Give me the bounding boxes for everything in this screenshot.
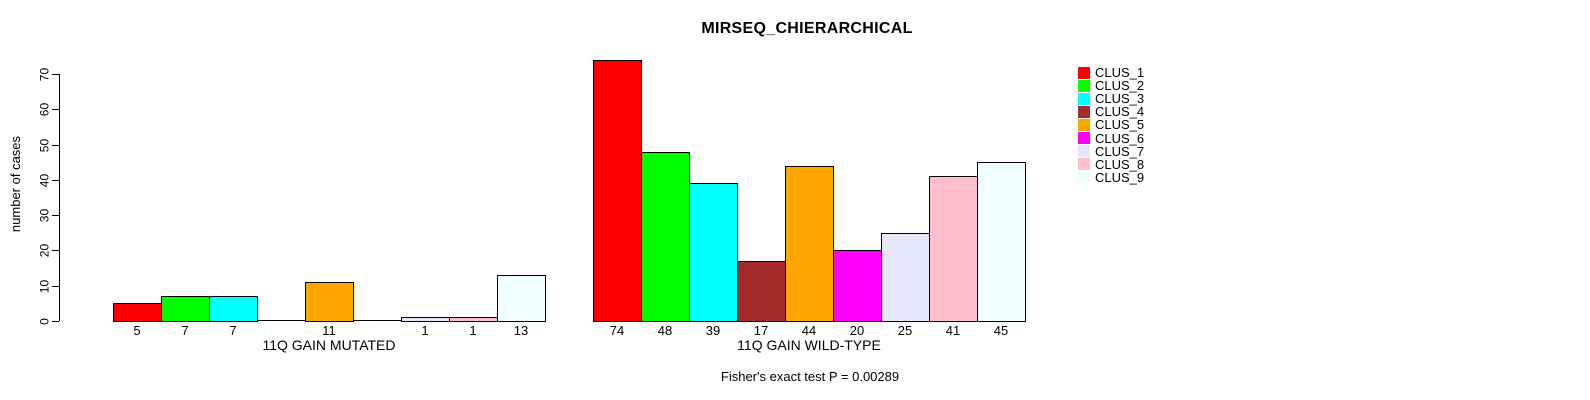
y-tick-label-10: 10 — [37, 279, 52, 294]
legend-swatch-CLUS_4 — [1078, 105, 1090, 118]
bar-value-label-CLUS_5-group1: 11 — [322, 323, 336, 338]
bar-CLUS_6-group1 — [353, 320, 402, 321]
bar-CLUS_5-group2 — [785, 166, 834, 322]
bar-CLUS_4-group1 — [257, 320, 306, 321]
legend-swatch-CLUS_3 — [1078, 92, 1090, 105]
bar-value-label-CLUS_3-group1: 7 — [229, 323, 237, 338]
legend-swatch-CLUS_1 — [1078, 66, 1090, 79]
legend-label-CLUS_7: CLUS_7 — [1095, 143, 1145, 159]
y-tick-20 — [52, 250, 59, 251]
y-tick-label-60: 60 — [37, 102, 52, 117]
legend-label-CLUS_8: CLUS_8 — [1095, 156, 1145, 172]
legend-swatch-CLUS_2 — [1078, 79, 1090, 92]
legend-label-CLUS_4: CLUS_4 — [1095, 104, 1145, 120]
fisher-test-annotation: Fisher's exact test P = 0.00289 — [720, 369, 900, 384]
y-axis-line — [59, 74, 60, 321]
bar-CLUS_3-group1 — [209, 296, 258, 322]
bar-CLUS_5-group1 — [305, 282, 354, 322]
y-tick-label-70: 70 — [37, 67, 52, 82]
y-axis-title: number of cases — [8, 135, 23, 233]
legend-row-CLUS_7: CLUS_7 — [1078, 145, 1144, 158]
legend-swatch-CLUS_6 — [1078, 132, 1090, 145]
bar-CLUS_1-group2 — [593, 60, 642, 322]
legend-row-CLUS_8: CLUS_8 — [1078, 158, 1144, 171]
bar-CLUS_1-group1 — [113, 303, 162, 322]
bar-CLUS_6-group2 — [833, 250, 882, 322]
bar-CLUS_9-group1 — [497, 275, 546, 322]
legend-row-CLUS_3: CLUS_3 — [1078, 92, 1144, 105]
legend-swatch-CLUS_8 — [1078, 158, 1090, 171]
x-axis-label-wild-type: 11Q GAIN WILD-TYPE — [737, 337, 881, 353]
legend-row-CLUS_9: CLUS_9 — [1078, 171, 1144, 184]
legend-label-CLUS_9: CLUS_9 — [1095, 169, 1145, 185]
bar-value-label-CLUS_9-group2: 45 — [993, 323, 1009, 338]
legend-swatch-CLUS_9 — [1078, 171, 1090, 184]
bar-CLUS_2-group2 — [641, 152, 690, 322]
bar-CLUS_2-group1 — [161, 296, 210, 322]
bar-value-label-CLUS_5-group2: 44 — [801, 323, 817, 338]
legend-label-CLUS_1: CLUS_1 — [1095, 65, 1145, 81]
bar-value-label-CLUS_4-group2: 17 — [753, 323, 769, 338]
y-tick-label-50: 50 — [37, 138, 52, 153]
y-tick-0 — [52, 321, 59, 322]
bar-value-label-CLUS_7-group2: 25 — [897, 323, 913, 338]
bar-CLUS_9-group2 — [977, 162, 1026, 322]
bar-value-label-CLUS_2-group2: 48 — [657, 323, 673, 338]
chart-title: MIRSEQ_CHIERARCHICAL — [701, 20, 913, 37]
bar-CLUS_8-group1 — [449, 317, 498, 322]
bar-value-label-CLUS_7-group1: 1 — [421, 323, 429, 338]
legend-swatch-CLUS_5 — [1078, 118, 1090, 131]
x-axis-label-mutated: 11Q GAIN MUTATED — [262, 337, 396, 353]
bar-CLUS_3-group2 — [689, 183, 738, 322]
y-tick-50 — [52, 145, 59, 146]
bar-value-label-CLUS_8-group1: 1 — [469, 323, 477, 338]
y-tick-label-0: 0 — [37, 318, 52, 325]
legend-row-CLUS_6: CLUS_6 — [1078, 130, 1145, 146]
y-tick-60 — [52, 109, 59, 110]
legend-label-CLUS_6: CLUS_6 — [1095, 130, 1145, 146]
legend-row-CLUS_2: CLUS_2 — [1078, 79, 1144, 92]
bar-value-label-CLUS_1-group2: 74 — [609, 323, 625, 338]
bar-value-label-CLUS_2-group1: 7 — [181, 323, 189, 338]
bar-value-label-CLUS_1-group1: 5 — [133, 323, 141, 338]
legend-label-CLUS_3: CLUS_3 — [1095, 91, 1145, 107]
y-tick-label-30: 30 — [37, 208, 52, 223]
legend-row-CLUS_1: CLUS_1 — [1078, 66, 1144, 79]
legend-row-CLUS_4: CLUS_4 — [1078, 105, 1144, 118]
y-tick-30 — [52, 215, 59, 216]
bar-CLUS_8-group2 — [929, 176, 978, 322]
bar-CLUS_4-group2 — [737, 261, 786, 322]
legend-row-CLUS_5: CLUS_5 — [1078, 118, 1144, 131]
legend: CLUS_1 CLUS_2 CLUS_3 CLUS_4 CLUS_5 CLUS_6 CLUS… — [1078, 66, 1144, 184]
y-tick-40 — [52, 180, 59, 181]
y-tick-label-20: 20 — [37, 243, 52, 258]
legend-label-CLUS_5: CLUS_5 — [1095, 117, 1145, 133]
legend-label-CLUS_2: CLUS_2 — [1095, 78, 1145, 94]
bar-value-label-CLUS_8-group2: 41 — [945, 323, 961, 338]
y-tick-label-40: 40 — [37, 173, 52, 188]
bar-value-label-CLUS_6-group2: 20 — [849, 323, 865, 338]
y-tick-70 — [52, 74, 59, 75]
bar-value-label-CLUS_3-group2: 39 — [705, 323, 721, 338]
y-tick-10 — [52, 286, 59, 287]
bar-CLUS_7-group2 — [881, 233, 930, 322]
legend-swatch-CLUS_7 — [1078, 145, 1090, 158]
bar-value-label-CLUS_9-group1: 13 — [513, 323, 529, 338]
bar-CLUS_7-group1 — [401, 317, 450, 322]
